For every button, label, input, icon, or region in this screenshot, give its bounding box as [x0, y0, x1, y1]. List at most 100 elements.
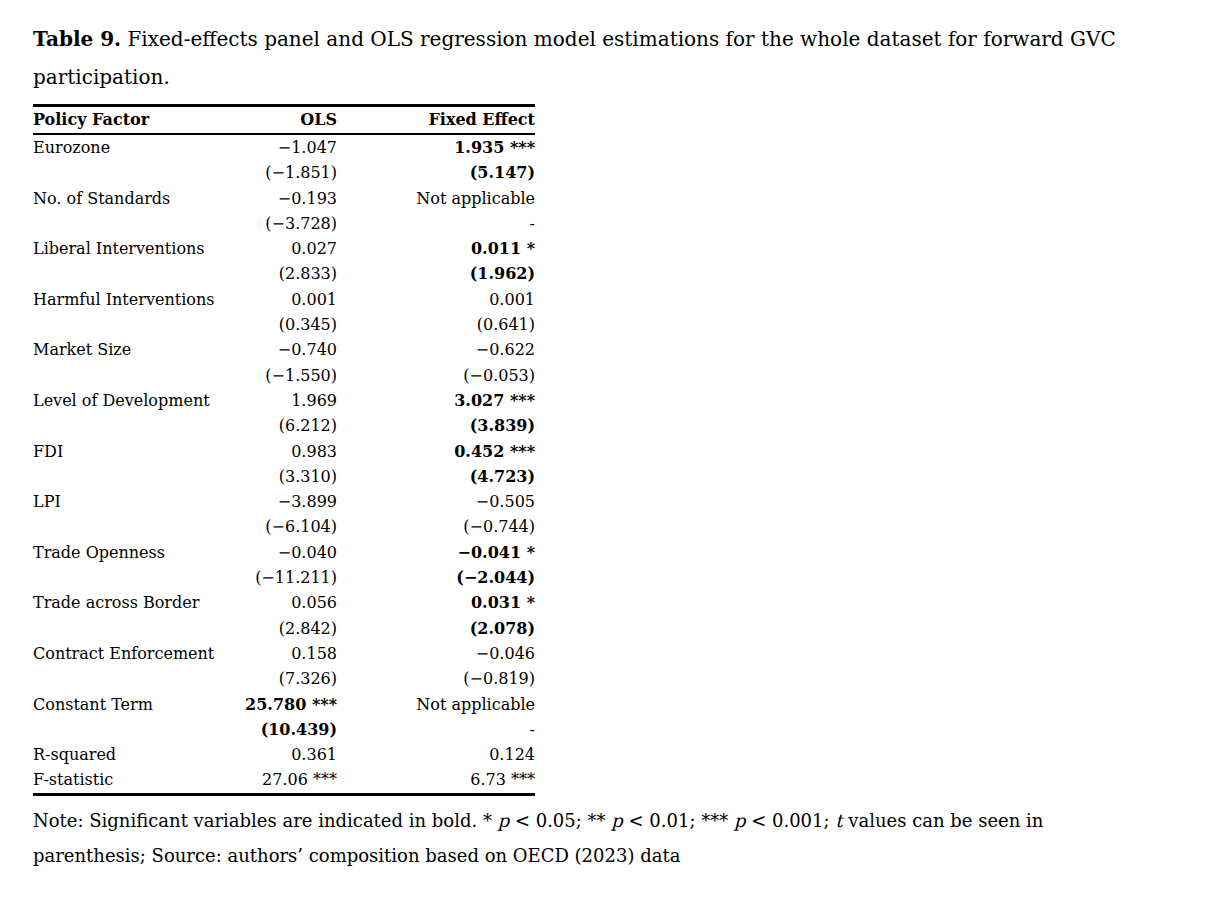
table-row: (−1.851)(5.147): [33, 160, 535, 185]
table-row: Trade Openness−0.040−0.041 *: [33, 540, 535, 565]
document-page: Table 9. Fixed-effects panel and OLS reg…: [0, 0, 1225, 900]
col-header-policy-factor: Policy Factor: [33, 106, 243, 135]
ols-cell: 25.780 ***: [243, 692, 337, 717]
table-row: Market Size−0.740−0.622: [33, 337, 535, 362]
table-caption-line1: Table 9. Fixed-effects panel and OLS reg…: [33, 20, 1195, 58]
ols-cell: −0.040: [243, 540, 337, 565]
table-caption-label: Table 9.: [33, 27, 121, 51]
note-line1: Note: Significant variables are indicate…: [33, 803, 1195, 838]
ols-cell: (−3.728): [243, 211, 337, 236]
policy-factor-cell: [33, 464, 243, 489]
policy-factor-cell: Contract Enforcement: [33, 641, 243, 666]
table-row: Liberal Interventions0.0270.011 *: [33, 236, 535, 261]
policy-factor-cell: Eurozone: [33, 134, 243, 160]
policy-factor-cell: No. of Standards: [33, 186, 243, 211]
table-row: Harmful Interventions0.0010.001: [33, 287, 535, 312]
note-text-segment: Note: Significant variables are indicate…: [33, 810, 498, 831]
ols-cell: (2.842): [243, 616, 337, 641]
table-row: R-squared0.3610.124: [33, 742, 535, 767]
fixed-effect-cell: (1.962): [337, 261, 535, 286]
fixed-effect-cell: -: [337, 211, 535, 236]
ols-cell: (10.439): [243, 717, 337, 742]
policy-factor-cell: [33, 717, 243, 742]
fixed-effect-cell: (5.147): [337, 160, 535, 185]
fixed-effect-cell: -: [337, 717, 535, 742]
table-row: (−11.211)(−2.044): [33, 565, 535, 590]
fixed-effect-cell: Not applicable: [337, 692, 535, 717]
col-header-fixed-effect: Fixed Effect: [337, 106, 535, 135]
fixed-effect-cell: (3.839): [337, 413, 535, 438]
policy-factor-cell: Trade across Border: [33, 590, 243, 615]
note-text-segment: < 0.01; ***: [623, 810, 734, 831]
ols-cell: 0.027: [243, 236, 337, 261]
table-row: Contract Enforcement0.158−0.046: [33, 641, 535, 666]
ols-cell: 0.158: [243, 641, 337, 666]
ols-cell: −1.047: [243, 134, 337, 160]
table-row: F-statistic27.06 ***6.73 ***: [33, 767, 535, 794]
fixed-effect-cell: 0.001: [337, 287, 535, 312]
ols-cell: (−1.851): [243, 160, 337, 185]
fixed-effect-cell: Not applicable: [337, 186, 535, 211]
fixed-effect-cell: (−0.819): [337, 666, 535, 691]
table-row: Constant Term25.780 ***Not applicable: [33, 692, 535, 717]
policy-factor-cell: [33, 666, 243, 691]
policy-factor-cell: Harmful Interventions: [33, 287, 243, 312]
table-row: (3.310)(4.723): [33, 464, 535, 489]
table-row: LPI−3.899−0.505: [33, 489, 535, 514]
note-italic-symbol: t: [835, 810, 842, 831]
fixed-effect-cell: (−0.744): [337, 514, 535, 539]
ols-cell: (−6.104): [243, 514, 337, 539]
fixed-effect-cell: 6.73 ***: [337, 767, 535, 794]
fixed-effect-cell: −0.505: [337, 489, 535, 514]
table-row: (−1.550)(−0.053): [33, 363, 535, 388]
regression-table: Policy Factor OLS Fixed Effect Eurozone−…: [33, 104, 535, 796]
policy-factor-cell: [33, 514, 243, 539]
regression-table-body: Eurozone−1.0471.935 ***(−1.851)(5.147)No…: [33, 134, 535, 794]
fixed-effect-cell: (−2.044): [337, 565, 535, 590]
fixed-effect-cell: (4.723): [337, 464, 535, 489]
col-header-ols: OLS: [243, 106, 337, 135]
policy-factor-cell: Market Size: [33, 337, 243, 362]
regression-table-head: Policy Factor OLS Fixed Effect: [33, 106, 535, 135]
fixed-effect-cell: (0.641): [337, 312, 535, 337]
fixed-effect-cell: (−0.053): [337, 363, 535, 388]
note-text-segment: values can be seen in: [843, 810, 1044, 831]
ols-cell: (0.345): [243, 312, 337, 337]
fixed-effect-cell: 0.031 *: [337, 590, 535, 615]
policy-factor-cell: Constant Term: [33, 692, 243, 717]
fixed-effect-cell: 0.452 ***: [337, 439, 535, 464]
table-note: Note: Significant variables are indicate…: [33, 803, 1195, 873]
policy-factor-cell: Liberal Interventions: [33, 236, 243, 261]
policy-factor-cell: [33, 160, 243, 185]
fixed-effect-cell: −0.046: [337, 641, 535, 666]
table-caption-line2: participation.: [33, 58, 1195, 96]
table-row: (10.439)-: [33, 717, 535, 742]
table-row: Level of Development1.9693.027 ***: [33, 388, 535, 413]
note-italic-symbol: p: [734, 810, 746, 831]
table-caption-text: Fixed-effects panel and OLS regression m…: [121, 27, 1116, 51]
ols-cell: 0.001: [243, 287, 337, 312]
policy-factor-cell: [33, 413, 243, 438]
note-italic-symbol: p: [498, 810, 510, 831]
policy-factor-cell: [33, 565, 243, 590]
fixed-effect-cell: −0.041 *: [337, 540, 535, 565]
table-caption: Table 9. Fixed-effects panel and OLS reg…: [33, 20, 1195, 96]
policy-factor-cell: Trade Openness: [33, 540, 243, 565]
ols-cell: −0.740: [243, 337, 337, 362]
table-row: (6.212)(3.839): [33, 413, 535, 438]
table-row: No. of Standards−0.193Not applicable: [33, 186, 535, 211]
policy-factor-cell: FDI: [33, 439, 243, 464]
ols-cell: 0.056: [243, 590, 337, 615]
ols-cell: −0.193: [243, 186, 337, 211]
policy-factor-cell: LPI: [33, 489, 243, 514]
fixed-effect-cell: 1.935 ***: [337, 134, 535, 160]
table-row: (2.842)(2.078): [33, 616, 535, 641]
fixed-effect-cell: 0.124: [337, 742, 535, 767]
header-row: Policy Factor OLS Fixed Effect: [33, 106, 535, 135]
ols-cell: (3.310): [243, 464, 337, 489]
note-italic-symbol: p: [611, 810, 623, 831]
note-text-segment: < 0.001;: [745, 810, 835, 831]
ols-cell: 0.361: [243, 742, 337, 767]
ols-cell: (−11.211): [243, 565, 337, 590]
table-row: (7.326)(−0.819): [33, 666, 535, 691]
